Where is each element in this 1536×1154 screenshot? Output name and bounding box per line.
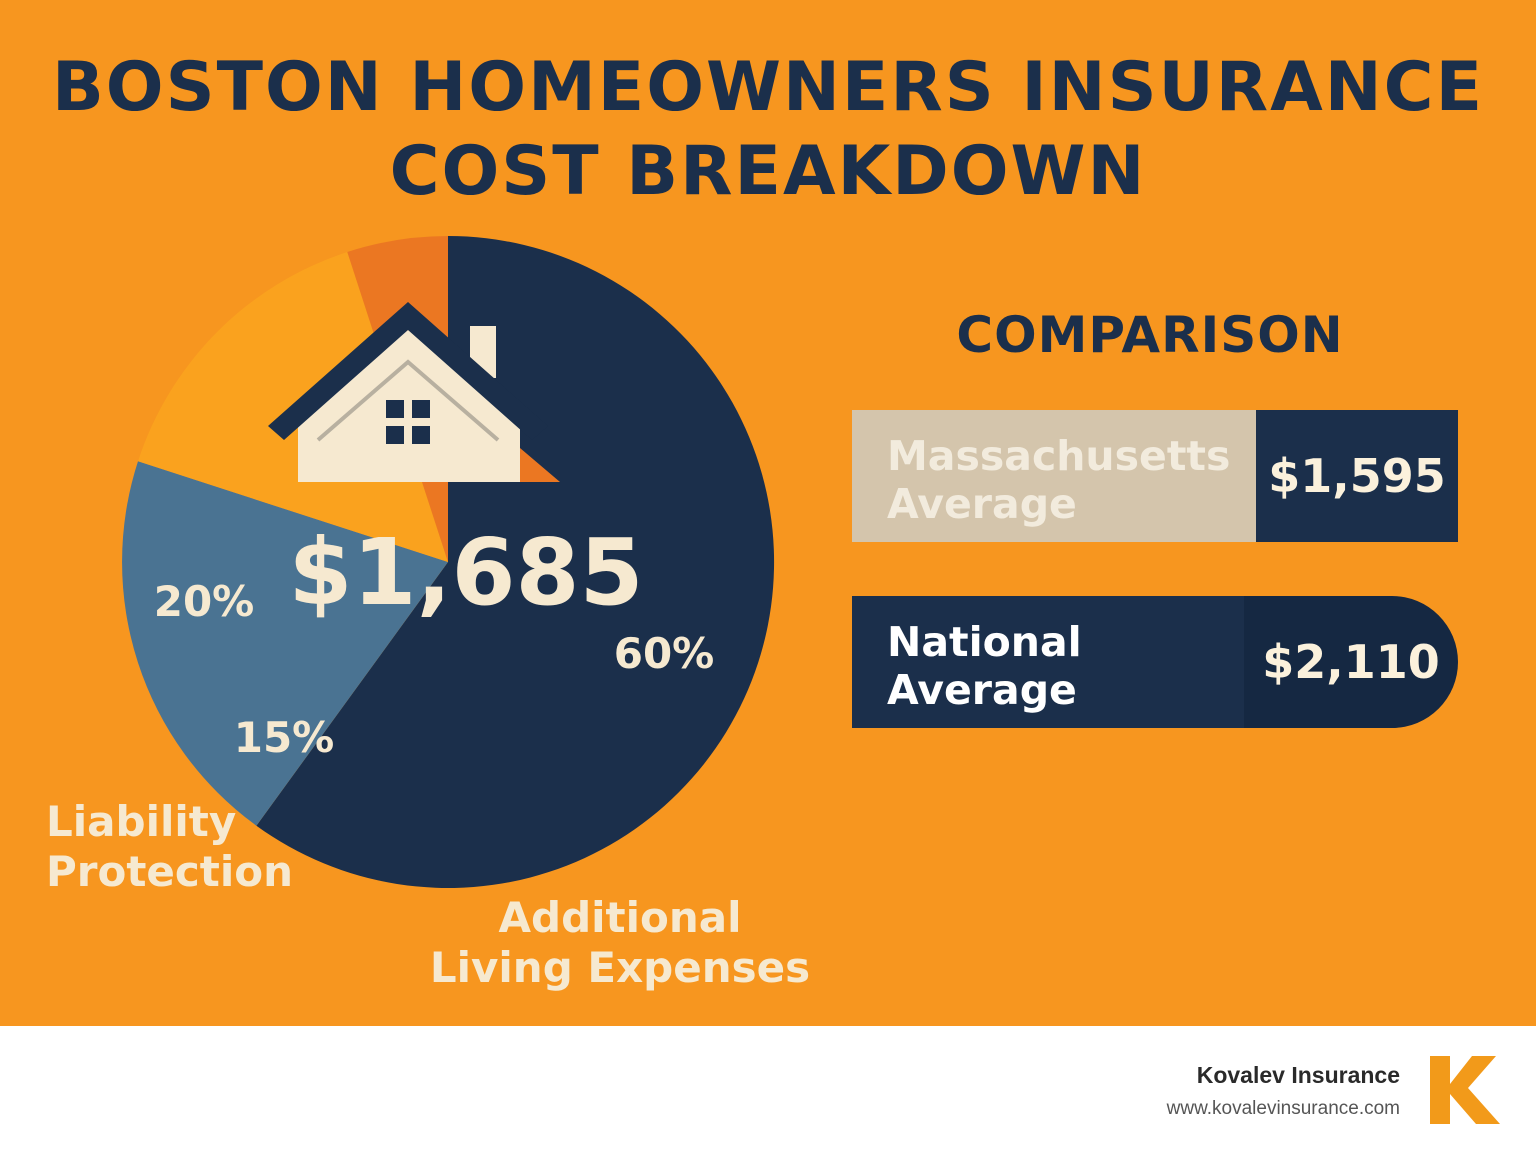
house-roof	[268, 302, 548, 440]
house-body	[298, 330, 520, 482]
massachusetts-average-value: $1,595	[1256, 410, 1458, 542]
brand-name: Kovalev Insurance	[1196, 1062, 1400, 1088]
brand-url: www.kovalevinsurance.com	[1166, 1098, 1400, 1119]
house-window	[386, 400, 430, 444]
national-average-value: $2,110	[1244, 596, 1458, 728]
comparison-heading: COMPARISON	[956, 306, 1344, 364]
slice-percent-label-2: 20%	[154, 577, 255, 626]
infographic-poster: BOSTON HOMEOWNERS INSURANCE COST BREAKDO…	[0, 0, 1536, 1026]
slice-percent-label-3: 15%	[234, 713, 335, 762]
house-icon	[268, 302, 560, 482]
massachusetts-label-line2: Average	[887, 480, 1077, 528]
liability-label-line1: Liability	[46, 797, 236, 846]
title-line-1: BOSTON HOMEOWNERS INSURANCE	[51, 48, 1485, 127]
massachusetts-average-label: Massachusetts Average	[852, 410, 1256, 542]
total-cost-label: $1,685	[288, 519, 643, 626]
kovalev-logo-icon	[1430, 1056, 1500, 1124]
house-side-accent	[520, 448, 560, 482]
cost-breakdown-pie-chart: $1,685 60% 20% 15% Liability Protection Ad…	[46, 236, 810, 992]
national-average-bar: National Average $2,110	[852, 596, 1458, 728]
national-average-label: National Average	[852, 596, 1244, 728]
roof-inner-line	[316, 359, 500, 442]
title-line-2: COST BREAKDOWN	[389, 132, 1147, 211]
massachusetts-average-bar: Massachusetts Average $1,595	[852, 410, 1458, 542]
national-label-line1: National	[887, 618, 1082, 666]
slice-percent-label-1: 60%	[614, 629, 715, 678]
pie-slice-1	[256, 236, 775, 888]
ale-label-line1: Additional	[499, 893, 742, 942]
national-label-line2: Average	[887, 666, 1077, 714]
footer: Kovalev Insurance www.kovalevinsurance.c…	[0, 1026, 1536, 1154]
massachusetts-label-line1: Massachusetts	[887, 432, 1231, 480]
pie-slice-2	[122, 461, 448, 826]
ale-label-line2: Living Expenses	[430, 943, 810, 992]
slice-labels: 60% 20% 15%	[154, 577, 715, 762]
liability-label-line2: Protection	[46, 847, 293, 896]
